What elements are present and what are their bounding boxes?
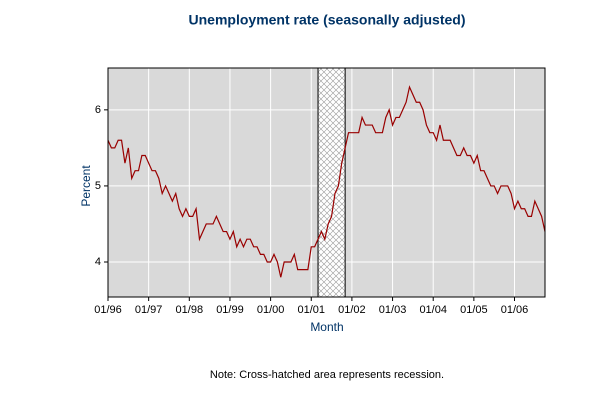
x-tick-label: 01/97 [135,304,163,316]
x-tick-label: 01/04 [419,304,447,316]
x-tick-label: 01/98 [176,304,204,316]
y-tick-label: 4 [95,256,101,268]
data-line [107,85,546,278]
x-tick-label: 01/96 [94,304,122,316]
y-axis-label: Percent [79,165,93,207]
x-tick-label: 01/01 [297,304,325,316]
x-axis-label: Month [310,320,343,334]
x-tick-label: 01/05 [460,304,488,316]
chart-title: Unemployment rate (seasonally adjusted) [189,12,466,28]
x-tick-label: 01/03 [379,304,407,316]
y-tick-label: 5 [95,180,101,192]
x-tick-label: 01/99 [216,304,244,316]
x-tick-label: 01/06 [501,304,529,316]
plot-frame [107,67,546,298]
recession-band [317,67,346,298]
x-tick-label: 01/02 [338,304,366,316]
x-tick-label: 01/00 [257,304,285,316]
note: Note: Cross-hatched area represents rece… [210,369,444,381]
y-tick-label: 6 [95,104,101,116]
